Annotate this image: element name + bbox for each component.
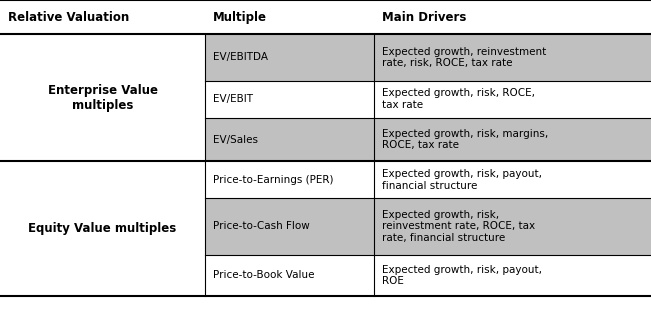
Text: Enterprise Value
multiples: Enterprise Value multiples: [48, 84, 158, 112]
Bar: [205, 34, 651, 81]
Text: Multiple: Multiple: [213, 10, 267, 24]
Text: Relative Valuation: Relative Valuation: [8, 10, 129, 24]
Text: Price-to-Earnings (PER): Price-to-Earnings (PER): [213, 175, 333, 185]
Bar: [205, 198, 651, 255]
Text: Price-to-Book Value: Price-to-Book Value: [213, 270, 314, 280]
Text: Expected growth, risk, ROCE,
tax rate: Expected growth, risk, ROCE, tax rate: [382, 89, 535, 110]
Text: Expected growth, risk, payout,
ROE: Expected growth, risk, payout, ROE: [382, 265, 542, 286]
Bar: [205, 198, 651, 255]
Text: Expected growth, reinvestment
rate, risk, ROCE, tax rate: Expected growth, reinvestment rate, risk…: [382, 47, 546, 68]
Text: EV/EBIT: EV/EBIT: [213, 94, 253, 104]
Text: EV/EBITDA: EV/EBITDA: [213, 52, 268, 62]
Text: EV/Sales: EV/Sales: [213, 135, 258, 145]
Text: Expected growth, risk, payout,
financial structure: Expected growth, risk, payout, financial…: [382, 169, 542, 191]
Text: Expected growth, risk, margins,
ROCE, tax rate: Expected growth, risk, margins, ROCE, ta…: [382, 129, 548, 150]
Bar: [205, 34, 651, 81]
Bar: [205, 118, 651, 161]
Text: Expected growth, risk,
reinvestment rate, ROCE, tax
rate, financial structure: Expected growth, risk, reinvestment rate…: [382, 210, 535, 243]
Text: Main Drivers: Main Drivers: [382, 10, 467, 24]
Text: Price-to-Cash Flow: Price-to-Cash Flow: [213, 221, 310, 232]
Text: Equity Value multiples: Equity Value multiples: [29, 222, 176, 235]
Bar: [205, 118, 651, 161]
